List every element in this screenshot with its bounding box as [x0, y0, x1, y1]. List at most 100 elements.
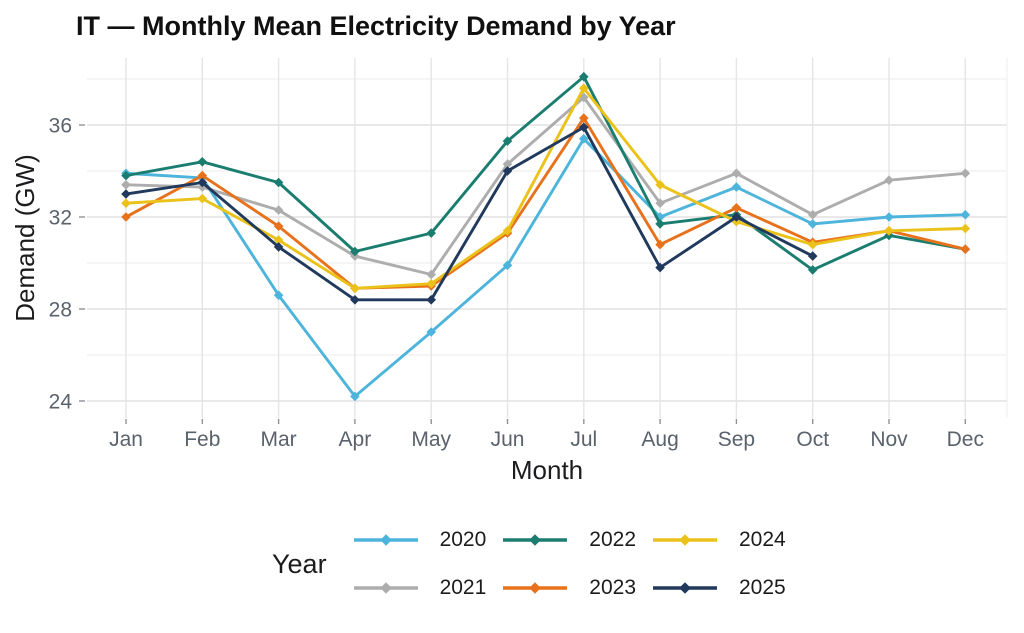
data-point-2022-Apr: [350, 246, 360, 257]
data-point-2024-Jun: [884, 226, 894, 236]
data-point-2020-Dec: [960, 209, 971, 220]
x-tick-label-Feb: Feb: [184, 428, 220, 451]
legend-key-2025: [653, 582, 717, 594]
y-axis-title: Demand (GW): [10, 154, 40, 322]
legend-entry-2024: 2024: [652, 526, 786, 554]
legend-key-2020: [353, 534, 418, 546]
legend-key-marker: [679, 582, 691, 594]
data-point-2025-Jul: [579, 122, 589, 133]
chart-title: IT — Monthly Mean Electricity Demand by …: [76, 11, 676, 41]
series-line-2021: [125, 95, 966, 276]
data-point-2023-Sep: [731, 203, 742, 213]
legend-key-marker: [379, 534, 392, 546]
series-line-2025: [125, 125, 814, 302]
data-point-2025-Oct: [807, 251, 818, 261]
x-tick-label-Oct: Oct: [796, 428, 829, 451]
series-line-2024: [125, 86, 966, 290]
legend-title: Year: [272, 548, 327, 579]
data-point-2022-Feb: [197, 157, 208, 167]
data-point-2024-Jun: [502, 226, 513, 236]
legend-label-2025: 2025: [739, 576, 786, 599]
data-point-2021-Aug: [655, 198, 665, 208]
series-2025: [121, 122, 818, 305]
data-point-2025-Feb: [197, 177, 208, 188]
legend-key-marker: [679, 534, 691, 546]
legend-key-marker: [379, 582, 392, 594]
y-tick-label-28: 28: [49, 299, 72, 322]
data-point-2021-Nov: [884, 175, 894, 185]
x-tick-label-Dec: Dec: [947, 428, 984, 451]
data-point-2025-Jan: [121, 189, 131, 199]
axis-tick-labels: 24 28 32 36 Jan Feb Mar Apr May Jun Jul Aug Sep Oct No…: [49, 115, 984, 452]
x-tick-label-Nov: Nov: [870, 428, 908, 451]
x-tick-label-May: May: [411, 428, 451, 451]
data-point-2021-May: [426, 269, 436, 280]
data-point-2023-Feb: [197, 170, 208, 181]
x-axis-title: Month: [511, 455, 583, 485]
legend-key-2023: [503, 582, 568, 594]
x-tick-label-Jul: Jul: [570, 428, 597, 451]
data-point-2021-Mar: [273, 205, 284, 215]
data-point-2022-Jun: [502, 136, 513, 146]
legend-key-marker: [529, 534, 542, 546]
legend-entry-2020: 2020: [353, 526, 487, 554]
data-point-2024-Dec: [960, 223, 971, 234]
data-point-2023-Jul: [579, 113, 589, 123]
legend-entries: 2020 2021 2022 2023 2024 2025: [353, 526, 786, 602]
legend-label-2022: 2022: [589, 528, 636, 551]
data-point-2021-Sep: [731, 168, 742, 179]
data-point-2025-Sep: [731, 212, 742, 222]
legend-label-2023: 2023: [589, 576, 636, 599]
data-point-2024-Oct: [807, 239, 818, 250]
data-point-2025-Apr: [350, 295, 360, 305]
data-point-2024-Jan: [121, 198, 131, 208]
x-tick-label-Aug: Aug: [641, 428, 678, 451]
data-point-2022-Oct: [807, 265, 818, 275]
data-point-2022-May: [426, 228, 436, 238]
series-line-2022: [125, 75, 966, 272]
legend-label-2021: 2021: [439, 576, 487, 599]
data-point-2024-May: [426, 278, 436, 289]
data-point-2024-Feb: [197, 193, 208, 204]
data-point-2022-Jul: [579, 71, 589, 82]
x-tick-label-Jun: Jun: [491, 428, 525, 451]
legend-label-2024: 2024: [739, 528, 786, 551]
series-group: [121, 71, 971, 402]
series-line-2023: [125, 116, 966, 290]
legend-entry-2023: 2023: [502, 574, 636, 602]
data-point-2020-Jul: [579, 134, 589, 144]
data-point-2020-Oct: [807, 219, 818, 229]
data-point-2024-Apr: [350, 283, 360, 294]
data-point-2020-Jun: [502, 260, 513, 271]
data-point-2021-Sep: [960, 168, 971, 179]
x-tick-label-Apr: Apr: [339, 428, 372, 451]
legend-label-2020: 2020: [439, 528, 487, 551]
data-point-2020-Sep: [731, 182, 742, 192]
data-point-2025-Mar: [273, 242, 284, 252]
legend-key-2024: [653, 534, 717, 546]
gridlines-major: [87, 124, 1007, 402]
legend-key-2022: [503, 534, 568, 546]
data-point-2025-Apr: [426, 295, 436, 305]
legend-entry-2021: 2021: [353, 574, 487, 602]
data-point-2020-Aug: [884, 212, 894, 222]
data-point-2022-Aug: [655, 219, 665, 229]
legend-key-marker: [529, 582, 542, 594]
data-point-2022-Mar: [273, 177, 284, 188]
data-point-2024-Mar: [273, 235, 284, 245]
legend-entry-2022: 2022: [502, 526, 636, 554]
data-point-2023-Aug: [655, 239, 665, 250]
data-point-2021-Oct: [807, 209, 818, 220]
y-tick-label-36: 36: [49, 115, 72, 138]
data-point-2025-Jun: [502, 166, 513, 176]
data-point-2024-Aug: [655, 180, 665, 190]
data-point-2020-Mar: [273, 290, 284, 300]
data-point-2021-Jan: [121, 180, 131, 190]
data-point-2020-May: [426, 327, 436, 337]
data-point-2020-Apr: [350, 391, 360, 402]
data-point-2021-Jun: [502, 159, 513, 169]
series-2024: [121, 83, 971, 294]
axis-ticks: [79, 124, 966, 424]
y-tick-label-32: 32: [49, 207, 72, 230]
